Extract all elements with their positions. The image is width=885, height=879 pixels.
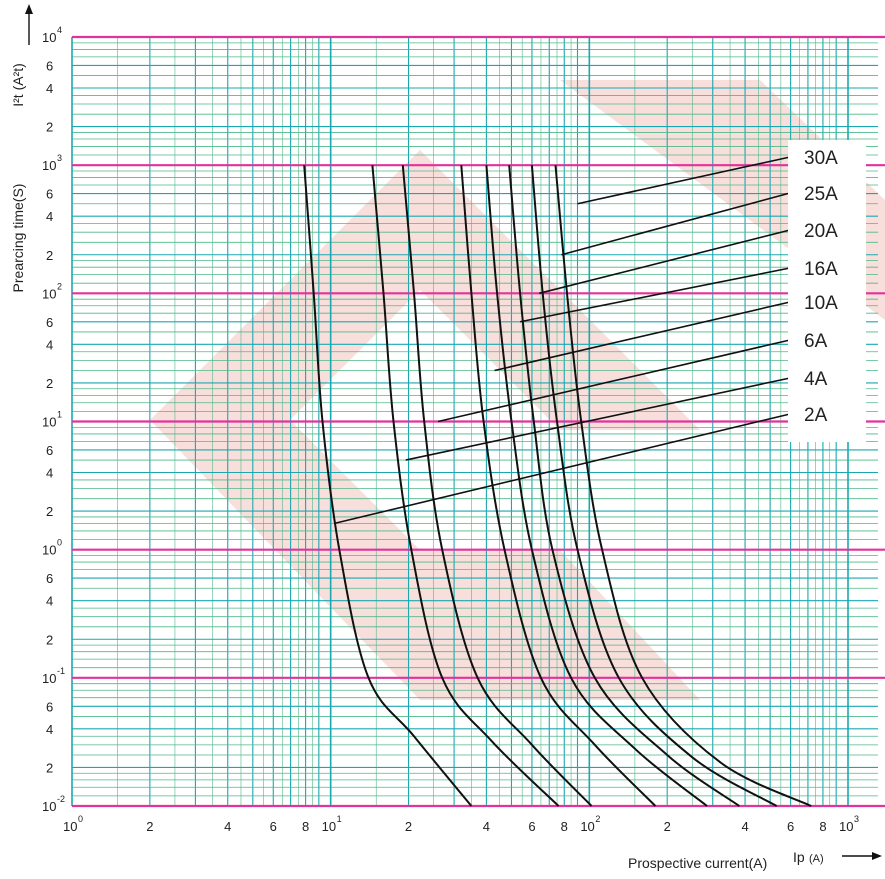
y-tick-label: 4 [46, 209, 53, 224]
x-axis-symbol: Ip [793, 849, 805, 865]
curve-label-10a: 10A [804, 293, 838, 314]
y-tick-exponent: 3 [57, 153, 62, 163]
y-tick-label: 10 [42, 415, 56, 430]
y-axis-secondary-title: I²t (A²t) [10, 63, 26, 107]
y-tick-label: 4 [46, 466, 53, 481]
x-tick-label: 6 [787, 819, 794, 834]
curve-2a [303, 165, 473, 807]
x-axis-unit: (A) [809, 853, 824, 865]
x-tick-label: 4 [224, 819, 231, 834]
y-tick-label: 2 [46, 504, 53, 519]
x-tick-label: 4 [483, 819, 490, 834]
x-axis-title: Prospective current(A) [628, 855, 767, 871]
y-tick-label: 10 [42, 158, 56, 173]
curve-label-30a: 30A [804, 148, 838, 169]
y-tick-exponent: 0 [57, 538, 62, 548]
x-tick-label: 2 [664, 819, 671, 834]
y-tick-label: 4 [46, 337, 53, 352]
y-tick-label: 2 [46, 248, 53, 263]
y-tick-label: 10 [42, 30, 56, 45]
curve-label-leaders [333, 156, 791, 525]
y-tick-label: 2 [46, 760, 53, 775]
curve-label-6a: 6A [804, 331, 828, 352]
x-axis-arrow-head [872, 852, 882, 860]
x-tick-label: 2 [405, 819, 412, 834]
leader-line-2a [333, 413, 791, 525]
leader-line-25a [561, 192, 791, 256]
x-tick-label: 2 [146, 819, 153, 834]
curve-20a [508, 165, 740, 807]
leader-line-16a [519, 267, 791, 323]
y-tick-label: 10 [42, 286, 56, 301]
y-tick-label: 2 [46, 120, 53, 135]
y-tick-exponent: -1 [57, 666, 65, 676]
x-tick-label: 4 [741, 819, 748, 834]
watermark-shape [150, 150, 700, 700]
y-tick-label: 10 [42, 543, 56, 558]
y-tick-label: 4 [46, 594, 53, 609]
y-tick-exponent: 4 [57, 25, 62, 35]
curve-label-25a: 25A [804, 184, 838, 205]
x-tick-label: 10 [322, 819, 336, 834]
y-tick-label: 10 [42, 671, 56, 686]
x-tick-label: 8 [302, 819, 309, 834]
y-tick-exponent: -2 [57, 794, 65, 804]
leader-line-4a [405, 377, 791, 461]
y-tick-label: 6 [46, 443, 53, 458]
y-tick-label: 2 [46, 632, 53, 647]
y-tick-label: 6 [46, 187, 53, 202]
y-tick-exponent: 2 [57, 281, 62, 291]
x-tick-label: 10 [839, 819, 853, 834]
y-tick-label: 6 [46, 315, 53, 330]
leader-line-10a [494, 301, 791, 372]
y-tick-label: 6 [46, 58, 53, 73]
x-tick-exponent: 0 [78, 814, 83, 824]
y-tick-label: 6 [46, 571, 53, 586]
curve-label-2a: 2A [804, 405, 828, 426]
y-tick-label: 2 [46, 376, 53, 391]
curve-label-4a: 4A [804, 369, 828, 390]
x-tick-label: 6 [270, 819, 277, 834]
y-tick-label: 4 [46, 722, 53, 737]
x-tick-exponent: 1 [337, 814, 342, 824]
x-tick-exponent: 2 [595, 814, 600, 824]
y-axis-title: Prearcing time(S) [10, 184, 26, 293]
fuse-curves [303, 165, 812, 807]
x-tick-label: 8 [819, 819, 826, 834]
y-axis-arrow-head [25, 4, 33, 14]
leader-line-6a [437, 339, 791, 423]
leader-line-30a [577, 156, 791, 205]
curve-10a [460, 165, 657, 807]
x-tick-exponent: 3 [854, 814, 859, 824]
y-tick-label: 4 [46, 81, 53, 96]
curve-30a [554, 165, 812, 807]
x-tick-label: 10 [63, 819, 77, 834]
x-tick-label: 10 [580, 819, 594, 834]
legend-panel [788, 140, 866, 442]
x-tick-label: 8 [561, 819, 568, 834]
x-tick-label: 6 [528, 819, 535, 834]
curve-25a [530, 165, 778, 807]
y-tick-label: 10 [42, 799, 56, 814]
leader-line-20a [539, 229, 791, 295]
curve-4a [371, 165, 560, 807]
curve-labels: 30A 25A 20A 16A 10A 6A 4A 2A [804, 148, 838, 426]
curve-16a [485, 165, 708, 807]
y-tick-exponent: 1 [57, 410, 62, 420]
curve-label-16a: 16A [804, 259, 838, 280]
y-tick-label: 6 [46, 699, 53, 714]
curve-6a [401, 165, 593, 807]
curve-label-20a: 20A [804, 221, 838, 242]
x-axis-ticks: 10 0 10 1 10 2 10 32 4 6 8 2 4 6 8 2 4 6 8 [63, 814, 859, 834]
